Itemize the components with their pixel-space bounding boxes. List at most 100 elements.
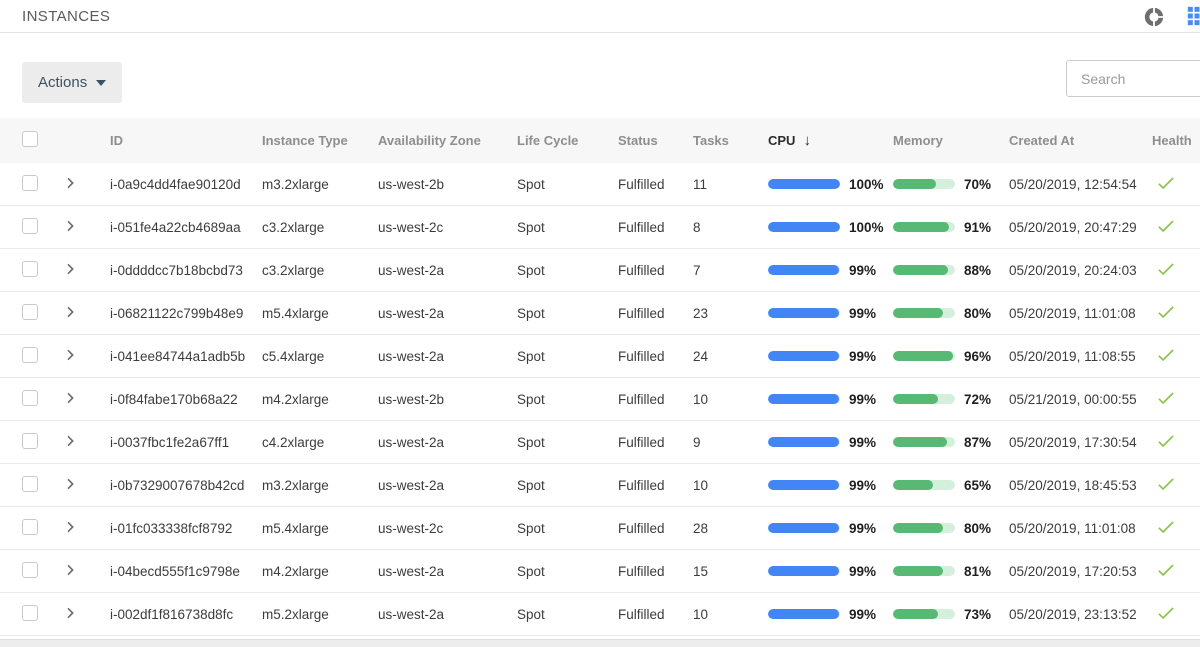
- col-header-cpu[interactable]: CPU ↓: [768, 132, 811, 149]
- row-checkbox[interactable]: [22, 518, 38, 535]
- table-row[interactable]: i-0037fbc1fe2a67ff1 c4.2xlarge us-west-2…: [0, 421, 1200, 464]
- search-input[interactable]: [1066, 60, 1200, 97]
- availability-zone: us-west-2a: [378, 348, 445, 364]
- cpu-cell: 99%: [768, 607, 893, 622]
- cpu-percent: 99%: [849, 477, 877, 493]
- cpu-cell: 99%: [768, 306, 893, 321]
- donut-chart-icon[interactable]: [1143, 6, 1165, 28]
- availability-zone: us-west-2c: [378, 219, 444, 235]
- expand-chevron-icon[interactable]: [62, 390, 110, 409]
- expand-chevron-icon[interactable]: [62, 519, 110, 538]
- grid-view-icon[interactable]: [1187, 6, 1200, 28]
- expand-chevron-icon[interactable]: [62, 433, 110, 452]
- table-row[interactable]: i-0f84fabe170b68a22 m4.2xlarge us-west-2…: [0, 378, 1200, 421]
- created-at: 05/20/2019, 11:01:08: [1009, 520, 1136, 536]
- life-cycle: Spot: [517, 219, 545, 235]
- select-all-checkbox[interactable]: [22, 131, 38, 147]
- status: Fulfilled: [618, 176, 665, 192]
- row-checkbox[interactable]: [22, 174, 38, 191]
- instance-id: i-0ddddcc7b18bcbd73: [110, 262, 243, 278]
- memory-bar: [893, 265, 955, 275]
- chevron-down-icon: [96, 79, 107, 86]
- expand-chevron-icon[interactable]: [62, 261, 110, 280]
- cpu-bar: [768, 222, 840, 232]
- cpu-bar: [768, 308, 840, 318]
- health-check-icon: [1152, 259, 1200, 282]
- memory-cell: 65%: [893, 478, 1009, 493]
- col-header-status[interactable]: Status: [618, 133, 658, 148]
- cpu-bar: [768, 394, 840, 404]
- availability-zone: us-west-2a: [378, 434, 445, 450]
- memory-bar: [893, 437, 955, 447]
- memory-percent: 80%: [964, 520, 992, 536]
- availability-zone: us-west-2b: [378, 391, 445, 407]
- col-header-instance-type[interactable]: Instance Type: [262, 133, 348, 148]
- row-checkbox[interactable]: [22, 475, 38, 492]
- table-row[interactable]: i-051fe4a22cb4689aa c3.2xlarge us-west-2…: [0, 206, 1200, 249]
- status: Fulfilled: [618, 348, 665, 364]
- availability-zone: us-west-2b: [378, 176, 445, 192]
- table-row[interactable]: i-002df1f816738d8fc m5.2xlarge us-west-2…: [0, 593, 1200, 636]
- table-row[interactable]: i-0ddddcc7b18bcbd73 c3.2xlarge us-west-2…: [0, 249, 1200, 292]
- life-cycle: Spot: [517, 348, 545, 364]
- health-check-icon: [1152, 345, 1200, 368]
- col-header-memory[interactable]: Memory: [893, 133, 943, 148]
- table-row[interactable]: i-06821122c799b48e9 m5.4xlarge us-west-2…: [0, 292, 1200, 335]
- col-header-health[interactable]: Health: [1152, 133, 1192, 148]
- tasks-count: 24: [693, 348, 709, 364]
- status: Fulfilled: [618, 434, 665, 450]
- health-check-icon: [1152, 560, 1200, 583]
- memory-bar: [893, 609, 955, 619]
- health-check-icon: [1152, 388, 1200, 411]
- life-cycle: Spot: [517, 563, 545, 579]
- col-header-life-cycle[interactable]: Life Cycle: [517, 133, 579, 148]
- col-header-created-at[interactable]: Created At: [1009, 133, 1075, 148]
- memory-bar: [893, 308, 955, 318]
- row-checkbox[interactable]: [22, 561, 38, 578]
- table-row[interactable]: i-041ee84744a1adb5b c5.4xlarge us-west-2…: [0, 335, 1200, 378]
- memory-cell: 73%: [893, 607, 1009, 622]
- life-cycle: Spot: [517, 606, 545, 622]
- status: Fulfilled: [618, 262, 665, 278]
- row-checkbox[interactable]: [22, 604, 38, 621]
- table-row[interactable]: i-0a9c4dd4fae90120d m3.2xlarge us-west-2…: [0, 163, 1200, 206]
- col-header-tasks[interactable]: Tasks: [693, 133, 729, 148]
- row-checkbox[interactable]: [22, 217, 38, 234]
- expand-chevron-icon[interactable]: [62, 304, 110, 323]
- health-check-icon: [1152, 474, 1200, 497]
- table-row[interactable]: i-0b7329007678b42cd m3.2xlarge us-west-2…: [0, 464, 1200, 507]
- tasks-count: 23: [693, 305, 709, 321]
- actions-button[interactable]: Actions: [22, 62, 123, 103]
- life-cycle: Spot: [517, 262, 545, 278]
- instance-type: m5.2xlarge: [262, 606, 329, 622]
- cpu-percent: 99%: [849, 520, 877, 536]
- expand-chevron-icon[interactable]: [62, 218, 110, 237]
- row-checkbox[interactable]: [22, 432, 38, 449]
- row-checkbox[interactable]: [22, 260, 38, 277]
- tasks-count: 28: [693, 520, 709, 536]
- expand-chevron-icon[interactable]: [62, 476, 110, 495]
- row-checkbox[interactable]: [22, 346, 38, 363]
- expand-chevron-icon[interactable]: [62, 175, 110, 194]
- instance-type: c4.2xlarge: [262, 434, 325, 450]
- life-cycle: Spot: [517, 176, 545, 192]
- table-row[interactable]: i-01fc033338fcf8792 m5.4xlarge us-west-2…: [0, 507, 1200, 550]
- life-cycle: Spot: [517, 477, 545, 493]
- table-row[interactable]: i-04becd555f1c9798e m4.2xlarge us-west-2…: [0, 550, 1200, 593]
- expand-chevron-icon[interactable]: [62, 605, 110, 624]
- col-header-id[interactable]: ID: [110, 133, 123, 148]
- col-header-availability-zone[interactable]: Availability Zone: [378, 133, 481, 148]
- top-bar-icons: [1143, 4, 1200, 28]
- life-cycle: Spot: [517, 305, 545, 321]
- tasks-count: 15: [693, 563, 709, 579]
- created-at: 05/20/2019, 23:13:52: [1009, 606, 1137, 622]
- memory-percent: 65%: [964, 477, 992, 493]
- row-checkbox[interactable]: [22, 303, 38, 320]
- cpu-bar: [768, 437, 840, 447]
- expand-chevron-icon[interactable]: [62, 562, 110, 581]
- status: Fulfilled: [618, 563, 665, 579]
- expand-chevron-icon[interactable]: [62, 347, 110, 366]
- cpu-bar: [768, 179, 840, 189]
- row-checkbox[interactable]: [22, 389, 38, 406]
- memory-percent: 73%: [964, 606, 992, 622]
